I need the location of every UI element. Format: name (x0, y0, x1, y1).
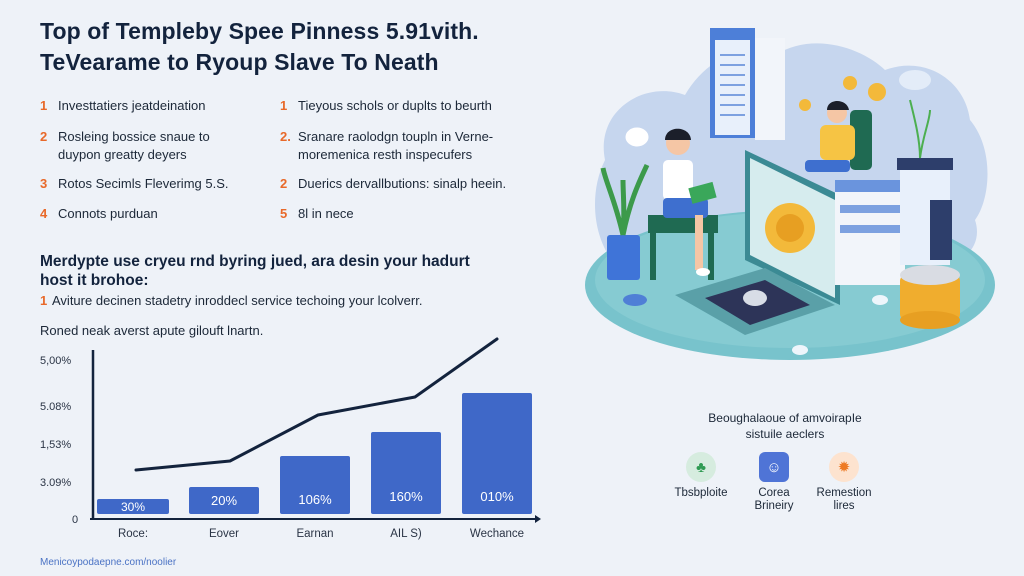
y-tick-label: 1,53% (40, 439, 72, 451)
list-text: Rotos Secimls Fleverimg 5.S. (58, 176, 229, 191)
list-text: Duerics dervallbutions: sinalp heein. (298, 176, 507, 191)
feature-label-line: Tbsbploite (674, 487, 728, 499)
list-text: Sranare raolodgn toupln in Verne-moremen… (298, 129, 494, 162)
list-item: 5 8l in nece (280, 205, 540, 235)
bar: 010% (462, 393, 532, 514)
list-text: 8l in nece (298, 206, 354, 221)
list-number: 1 (40, 293, 48, 308)
feature-label-line: lires (833, 500, 855, 512)
list-text: Tieyous schols or duplts to beurth (298, 98, 492, 113)
feature-label-line: Corea (758, 487, 790, 499)
plant-icon (600, 163, 650, 280)
numbered-list-grid: 1 Investtatiers jeatdeination 1 Tieyous … (40, 97, 540, 235)
bar-line-chart: 5,00% 5.08% 1,53% 3.09% 0 30% 20% 106% 1… (30, 335, 550, 550)
man-in-chair-figure (805, 101, 872, 172)
footer-link[interactable]: Menicoypodaepne.com/noolier (40, 557, 177, 568)
list-number: 1 (40, 98, 48, 113)
x-tick-label: AIL S) (390, 528, 422, 540)
list-item: 1 Investtatiers jeatdeination (40, 97, 280, 128)
x-tick-label: Eover (208, 528, 240, 540)
list-number: 3 (40, 176, 48, 191)
server-tower (897, 99, 953, 265)
features-title-line-2: sistuile aeclers (745, 427, 825, 441)
feature-label-line: Brineiry (754, 500, 794, 512)
y-tick-label: 5.08% (40, 401, 72, 413)
server-desk (835, 180, 905, 285)
list-item: 4 Connots purduan (40, 205, 280, 235)
bar: 106% (280, 456, 350, 514)
title-line-1: Top of Templeby Spee Pinness 5.91vith. (40, 18, 479, 44)
title-line-2: TeVearame to Ryoup Slave To Neath (40, 49, 439, 75)
chart-axes-and-line (90, 337, 541, 523)
list-text: Investtatiers jeatdeination (58, 98, 206, 113)
woman-with-tablet-figure (648, 128, 718, 280)
document-board-icon (710, 28, 785, 140)
orange-badge-icon: ✹ (829, 452, 859, 482)
feature-label: Corea Brineiry (755, 487, 794, 513)
x-tick-label: Roce: (117, 528, 149, 540)
section-note: Roned neak averst apute gilouft lnartn. (40, 323, 264, 338)
coin-icon (868, 83, 886, 101)
list-item: 3 Rotos Secimls Fleverimg 5.S. (40, 175, 280, 205)
list-item: 2. Sranare raolodgn toupln in Verne-more… (280, 128, 540, 175)
x-tick-label: Wechance (469, 528, 525, 540)
bar-label: 106% (298, 491, 332, 507)
user-avatar-icon: ☺ (759, 452, 789, 482)
feature-item: ☺ Corea Brineiry (734, 452, 814, 513)
feature-item: ♣ Tbsbploite (661, 452, 741, 500)
feature-label: Remestion lires (817, 487, 872, 513)
section-list-item: 1 Aviture decinen stadetry inroddecl ser… (40, 292, 500, 310)
y-tick-label: 0 (72, 514, 79, 526)
feature-label-line: Remestion (816, 487, 872, 499)
green-figure-icon: ♣ (686, 452, 716, 482)
list-text: Connots purduan (58, 206, 158, 221)
coin-icon (843, 76, 857, 90)
y-tick-label: 3.09% (40, 477, 72, 489)
bar-label: 30% (120, 499, 146, 514)
bar: 160% (371, 432, 441, 514)
bar-label: 20% (210, 493, 238, 508)
cloud-icon (899, 70, 931, 90)
coin-stack-icon (900, 265, 960, 329)
list-item: 1 Tieyous schols or duplts to beurth (280, 97, 540, 128)
list-item: 2 Rosleing bossice snaue to duypon great… (40, 128, 280, 175)
features-title-line-1: Beoughalaoue of amvoirapIe (708, 411, 862, 425)
list-text: Rosleing bossice snaue to duypon greatty… (58, 129, 210, 162)
list-number: 5 (280, 206, 288, 221)
bar: 30% (97, 499, 169, 514)
bar-label: 010% (480, 489, 514, 504)
monitor-with-coin (675, 150, 840, 335)
bar: 20% (189, 487, 259, 514)
hero-illustration (585, 28, 995, 360)
y-tick-label: 5,00% (40, 355, 72, 367)
x-tick-label: Earnan (296, 528, 334, 540)
list-number: 4 (40, 206, 48, 221)
list-number: 2 (280, 176, 288, 191)
bar-label: 160% (389, 488, 423, 504)
list-number: 2 (40, 129, 48, 144)
feature-label: Tbsbploite (674, 487, 727, 500)
feature-item: ✹ Remestion lires (804, 452, 884, 513)
section-heading: Merdypte use cryeu rnd byring jued, ara … (40, 253, 470, 289)
coin-icon (799, 99, 811, 111)
list-item: 2 Duerics dervallbutions: sinalp heein. (280, 175, 540, 205)
list-text: Aviture decinen stadetry inroddecl servi… (52, 293, 423, 308)
list-number: 2. (280, 129, 291, 144)
features-title: Beoughalaoue of amvoirapIe sistuile aecl… (660, 410, 910, 442)
chat-badge-icon (624, 126, 650, 148)
page-title: Top of Templeby Spee Pinness 5.91vith. T… (40, 16, 560, 78)
list-number: 1 (280, 98, 288, 113)
